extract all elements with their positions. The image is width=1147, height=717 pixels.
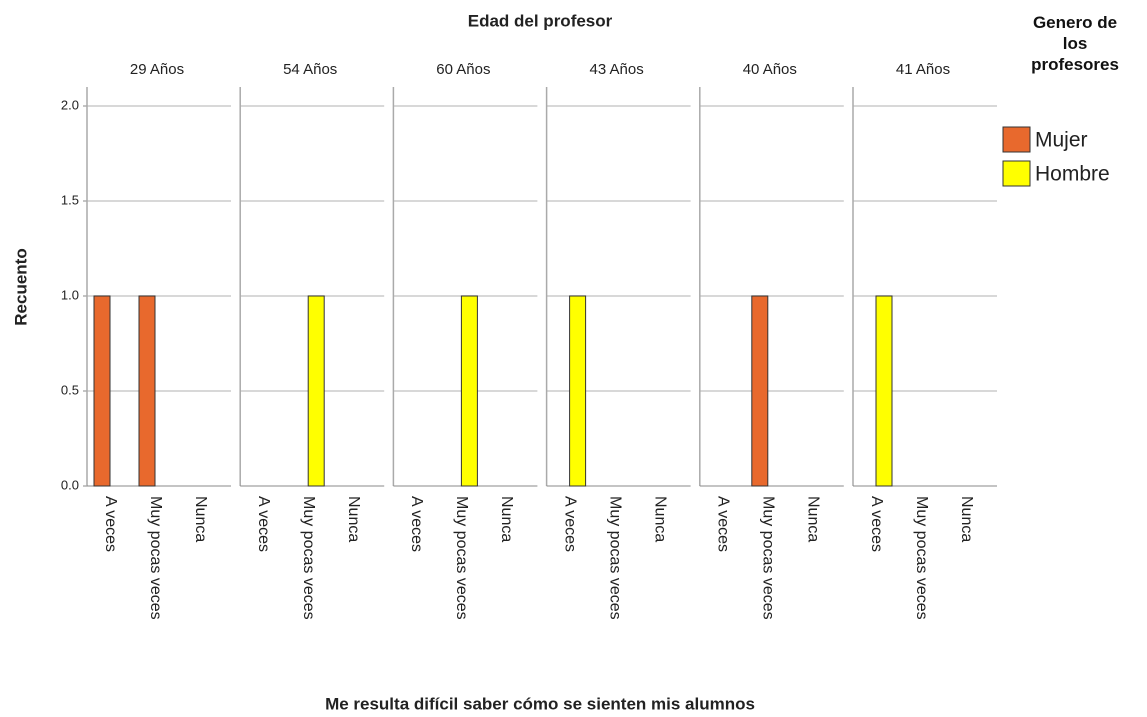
panel-title: 54 Años xyxy=(283,61,337,78)
panel-title: 29 Años xyxy=(130,61,184,78)
panel-title: 41 Años xyxy=(896,61,950,78)
bar xyxy=(93,295,111,487)
bar xyxy=(569,295,587,487)
panel-title: 43 Años xyxy=(589,61,643,78)
x-tick-label: Muy pocas veces xyxy=(913,496,930,620)
bar xyxy=(751,295,769,487)
x-tick-label: Nunca xyxy=(958,496,975,542)
panel-title: 40 Años xyxy=(743,61,797,78)
x-tick-label: A veces xyxy=(255,496,272,552)
x-tick-label: Muy pocas veces xyxy=(760,496,777,620)
x-tick-label: Muy pocas veces xyxy=(300,496,317,620)
x-tick-label: Muy pocas veces xyxy=(147,496,164,620)
y-axis-label: Recuento xyxy=(11,248,30,325)
legend-swatch xyxy=(1002,126,1031,153)
legend-label: Hombre xyxy=(1035,163,1110,186)
x-axis-label: Me resulta difícil saber cómo se sienten… xyxy=(325,694,755,713)
chart-title: Edad del profesor xyxy=(468,11,613,30)
x-tick-label: A veces xyxy=(561,496,578,552)
x-tick-label: A veces xyxy=(868,496,885,552)
x-tick-label: Muy pocas veces xyxy=(606,496,623,620)
x-tick-label: Nunca xyxy=(651,496,668,542)
x-tick-label: A veces xyxy=(408,496,425,552)
legend-label: Mujer xyxy=(1035,129,1088,152)
legend-swatch xyxy=(1002,160,1031,187)
x-tick-label: A veces xyxy=(715,496,732,552)
bar xyxy=(307,295,325,487)
y-tick-label: 0.5 xyxy=(61,382,79,397)
bar xyxy=(460,295,478,487)
x-tick-label: Nunca xyxy=(192,496,209,542)
bar xyxy=(875,295,893,487)
y-tick-label: 0.0 xyxy=(61,477,79,492)
x-tick-label: Nunca xyxy=(498,496,515,542)
x-tick-label: Muy pocas veces xyxy=(453,496,470,620)
x-tick-label: A veces xyxy=(102,496,119,552)
x-tick-label: Nunca xyxy=(805,496,822,542)
y-tick-label: 1.0 xyxy=(61,287,79,302)
x-tick-label: Nunca xyxy=(345,496,362,542)
y-tick-label: 2.0 xyxy=(61,97,79,112)
legend-title: Genero de los profesores xyxy=(1031,13,1119,74)
bar xyxy=(138,295,156,487)
y-tick-label: 1.5 xyxy=(61,192,79,207)
panel-title: 60 Años xyxy=(436,61,490,78)
